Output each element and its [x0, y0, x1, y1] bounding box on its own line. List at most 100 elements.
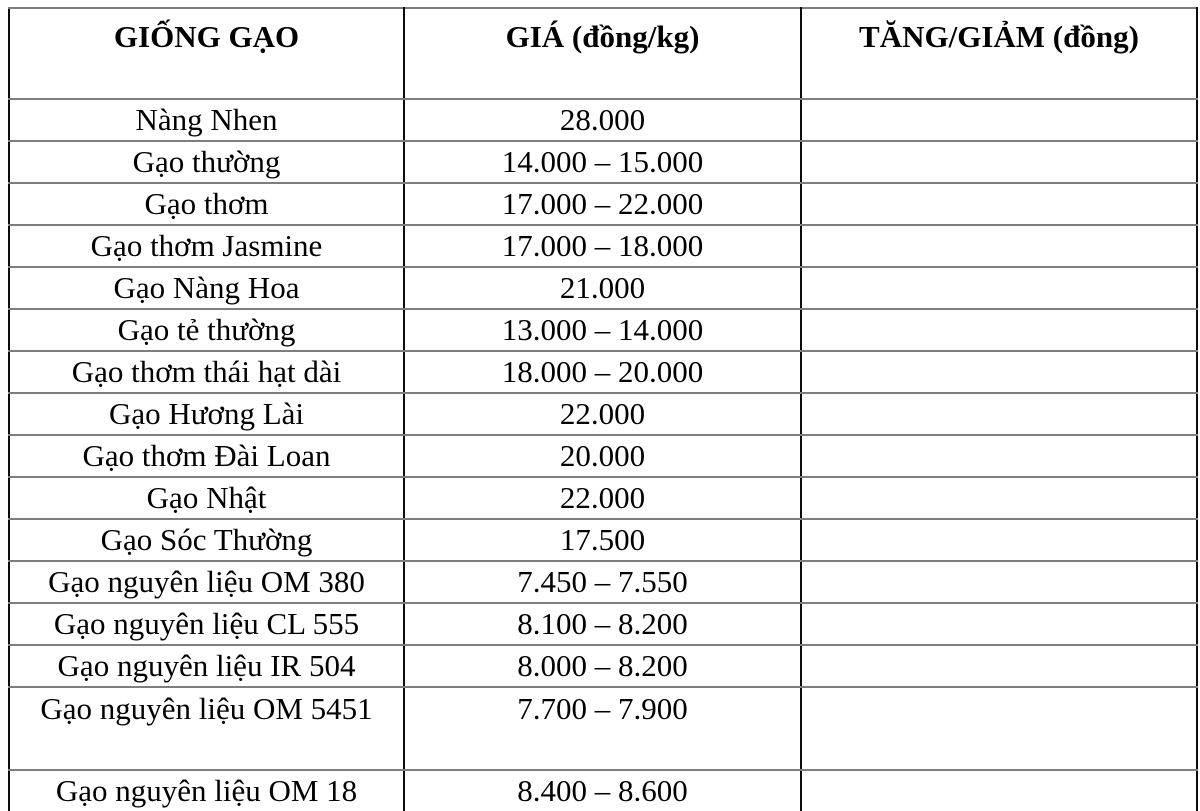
header-row: GIỐNG GẠO GIÁ (đồng/kg) TĂNG/GIẢM (đồng) — [8, 7, 1198, 100]
price-cell-text: 17.000 – 18.000 — [501, 228, 704, 263]
table-row: Gạo nguyên liệu CL 555 8.100 – 8.200 — [8, 602, 1198, 646]
variety-cell-text: Gạo thơm Jasmine — [90, 228, 323, 263]
column-header-variety: GIỐNG GẠO — [8, 7, 405, 100]
price-cell: 28.000 — [403, 98, 802, 142]
table-row: Gạo Nhật 22.000 — [8, 476, 1198, 520]
price-cell-text: 13.000 – 14.000 — [501, 312, 704, 347]
variety-cell-text: Gạo thơm thái hạt dài — [71, 354, 342, 389]
price-cell: 18.000 – 20.000 — [403, 350, 802, 394]
price-cell: 7.450 – 7.550 — [403, 560, 802, 604]
table-row: Gạo nguyên liệu OM 18 8.400 – 8.600 — [8, 769, 1198, 811]
rice-price-table: GIỐNG GẠO GIÁ (đồng/kg) TĂNG/GIẢM (đồng)… — [8, 7, 1198, 811]
variety-cell-text: Gạo nguyên liệu IR 504 — [57, 648, 356, 683]
change-cell — [800, 476, 1198, 520]
variety-cell: Gạo thơm thái hạt dài — [8, 350, 405, 394]
variety-cell-text: Gạo Sóc Thường — [100, 522, 313, 557]
price-cell: 20.000 — [403, 434, 802, 478]
price-cell-text: 17.500 — [559, 522, 646, 557]
price-cell-text: 8.400 – 8.600 — [517, 773, 688, 808]
variety-cell-text: Gạo thơm — [144, 186, 269, 221]
price-cell-text: 22.000 — [559, 480, 646, 515]
table-row: Gạo thơm 17.000 – 22.000 — [8, 182, 1198, 226]
change-cell — [800, 644, 1198, 688]
change-cell — [800, 602, 1198, 646]
price-cell: 22.000 — [403, 392, 802, 436]
table-row: Gạo thơm Đài Loan 20.000 — [8, 434, 1198, 478]
price-cell: 8.100 – 8.200 — [403, 602, 802, 646]
change-cell — [800, 224, 1198, 268]
price-cell: 14.000 – 15.000 — [403, 140, 802, 184]
variety-cell: Gạo tẻ thường — [8, 308, 405, 352]
variety-cell: Gạo nguyên liệu IR 504 — [8, 644, 405, 688]
column-header-change: TĂNG/GIẢM (đồng) — [800, 7, 1198, 100]
variety-cell-text: Gạo nguyên liệu OM 5451 — [40, 691, 373, 726]
price-cell: 8.000 – 8.200 — [403, 644, 802, 688]
table-row: Gạo Sóc Thường 17.500 — [8, 518, 1198, 562]
change-cell — [800, 308, 1198, 352]
table-row: Gạo thơm Jasmine 17.000 – 18.000 — [8, 224, 1198, 268]
price-cell: 17.000 – 18.000 — [403, 224, 802, 268]
variety-cell: Gạo nguyên liệu OM 5451 — [8, 686, 405, 771]
price-cell-text: 8.000 – 8.200 — [517, 648, 688, 683]
variety-cell: Gạo thơm Jasmine — [8, 224, 405, 268]
table-row: Gạo tẻ thường 13.000 – 14.000 — [8, 308, 1198, 352]
variety-cell: Gạo thơm Đài Loan — [8, 434, 405, 478]
price-cell-text: 28.000 — [559, 102, 646, 137]
price-cell: 21.000 — [403, 266, 802, 310]
table-body: Nàng Nhen 28.000 Gạo thường 14.000 – 15.000… — [8, 98, 1198, 811]
variety-cell: Gạo nguyên liệu OM 18 — [8, 769, 405, 811]
variety-cell-text: Gạo thơm Đài Loan — [82, 438, 331, 473]
table-row: Nàng Nhen 28.000 — [8, 98, 1198, 142]
variety-cell: Gạo Nàng Hoa — [8, 266, 405, 310]
variety-cell-text: Gạo Nhật — [146, 480, 267, 515]
table-row: Gạo nguyên liệu IR 504 8.000 – 8.200 — [8, 644, 1198, 688]
price-cell: 17.500 — [403, 518, 802, 562]
price-cell-text: 7.450 – 7.550 — [517, 564, 688, 599]
variety-cell: Gạo Nhật — [8, 476, 405, 520]
change-cell — [800, 98, 1198, 142]
price-cell-text: 7.700 – 7.900 — [517, 691, 688, 726]
variety-cell-text: Gạo thường — [132, 144, 281, 179]
change-cell — [800, 686, 1198, 771]
table-row: Gạo thường 14.000 – 15.000 — [8, 140, 1198, 184]
variety-cell: Gạo thường — [8, 140, 405, 184]
variety-cell-text: Gạo Nàng Hoa — [113, 270, 300, 305]
price-cell-text: 20.000 — [559, 438, 646, 473]
table-row: Gạo Hương Lài 22.000 — [8, 392, 1198, 436]
change-cell — [800, 266, 1198, 310]
variety-cell: Gạo Hương Lài — [8, 392, 405, 436]
price-cell: 17.000 – 22.000 — [403, 182, 802, 226]
change-cell — [800, 769, 1198, 811]
variety-cell: Gạo nguyên liệu CL 555 — [8, 602, 405, 646]
change-cell — [800, 392, 1198, 436]
table-row: Gạo nguyên liệu OM 380 7.450 – 7.550 — [8, 560, 1198, 604]
table-header: GIỐNG GẠO GIÁ (đồng/kg) TĂNG/GIẢM (đồng) — [8, 7, 1198, 100]
variety-cell-text: Gạo tẻ thường — [117, 312, 296, 347]
change-cell — [800, 434, 1198, 478]
variety-cell: Gạo thơm — [8, 182, 405, 226]
variety-cell-text: Nàng Nhen — [135, 102, 278, 137]
change-cell — [800, 140, 1198, 184]
table-row: Gạo Nàng Hoa 21.000 — [8, 266, 1198, 310]
price-cell-text: 21.000 — [559, 270, 646, 305]
price-cell-text: 22.000 — [559, 396, 646, 431]
change-cell — [800, 518, 1198, 562]
variety-cell-text: Gạo nguyên liệu OM 18 — [55, 773, 358, 808]
variety-cell: Nàng Nhen — [8, 98, 405, 142]
price-cell: 7.700 – 7.900 — [403, 686, 802, 771]
price-cell-text: 14.000 – 15.000 — [501, 144, 704, 179]
price-cell: 13.000 – 14.000 — [403, 308, 802, 352]
price-cell: 22.000 — [403, 476, 802, 520]
change-cell — [800, 182, 1198, 226]
variety-cell: Gạo Sóc Thường — [8, 518, 405, 562]
variety-cell-text: Gạo Hương Lài — [108, 396, 305, 431]
variety-cell-text: Gạo nguyên liệu CL 555 — [53, 606, 360, 641]
table-row: Gạo thơm thái hạt dài 18.000 – 20.000 — [8, 350, 1198, 394]
table-row: Gạo nguyên liệu OM 5451 7.700 – 7.900 — [8, 686, 1198, 771]
price-cell-text: 18.000 – 20.000 — [501, 354, 704, 389]
change-cell — [800, 560, 1198, 604]
price-cell: 8.400 – 8.600 — [403, 769, 802, 811]
change-cell — [800, 350, 1198, 394]
variety-cell-text: Gạo nguyên liệu OM 380 — [48, 564, 365, 599]
